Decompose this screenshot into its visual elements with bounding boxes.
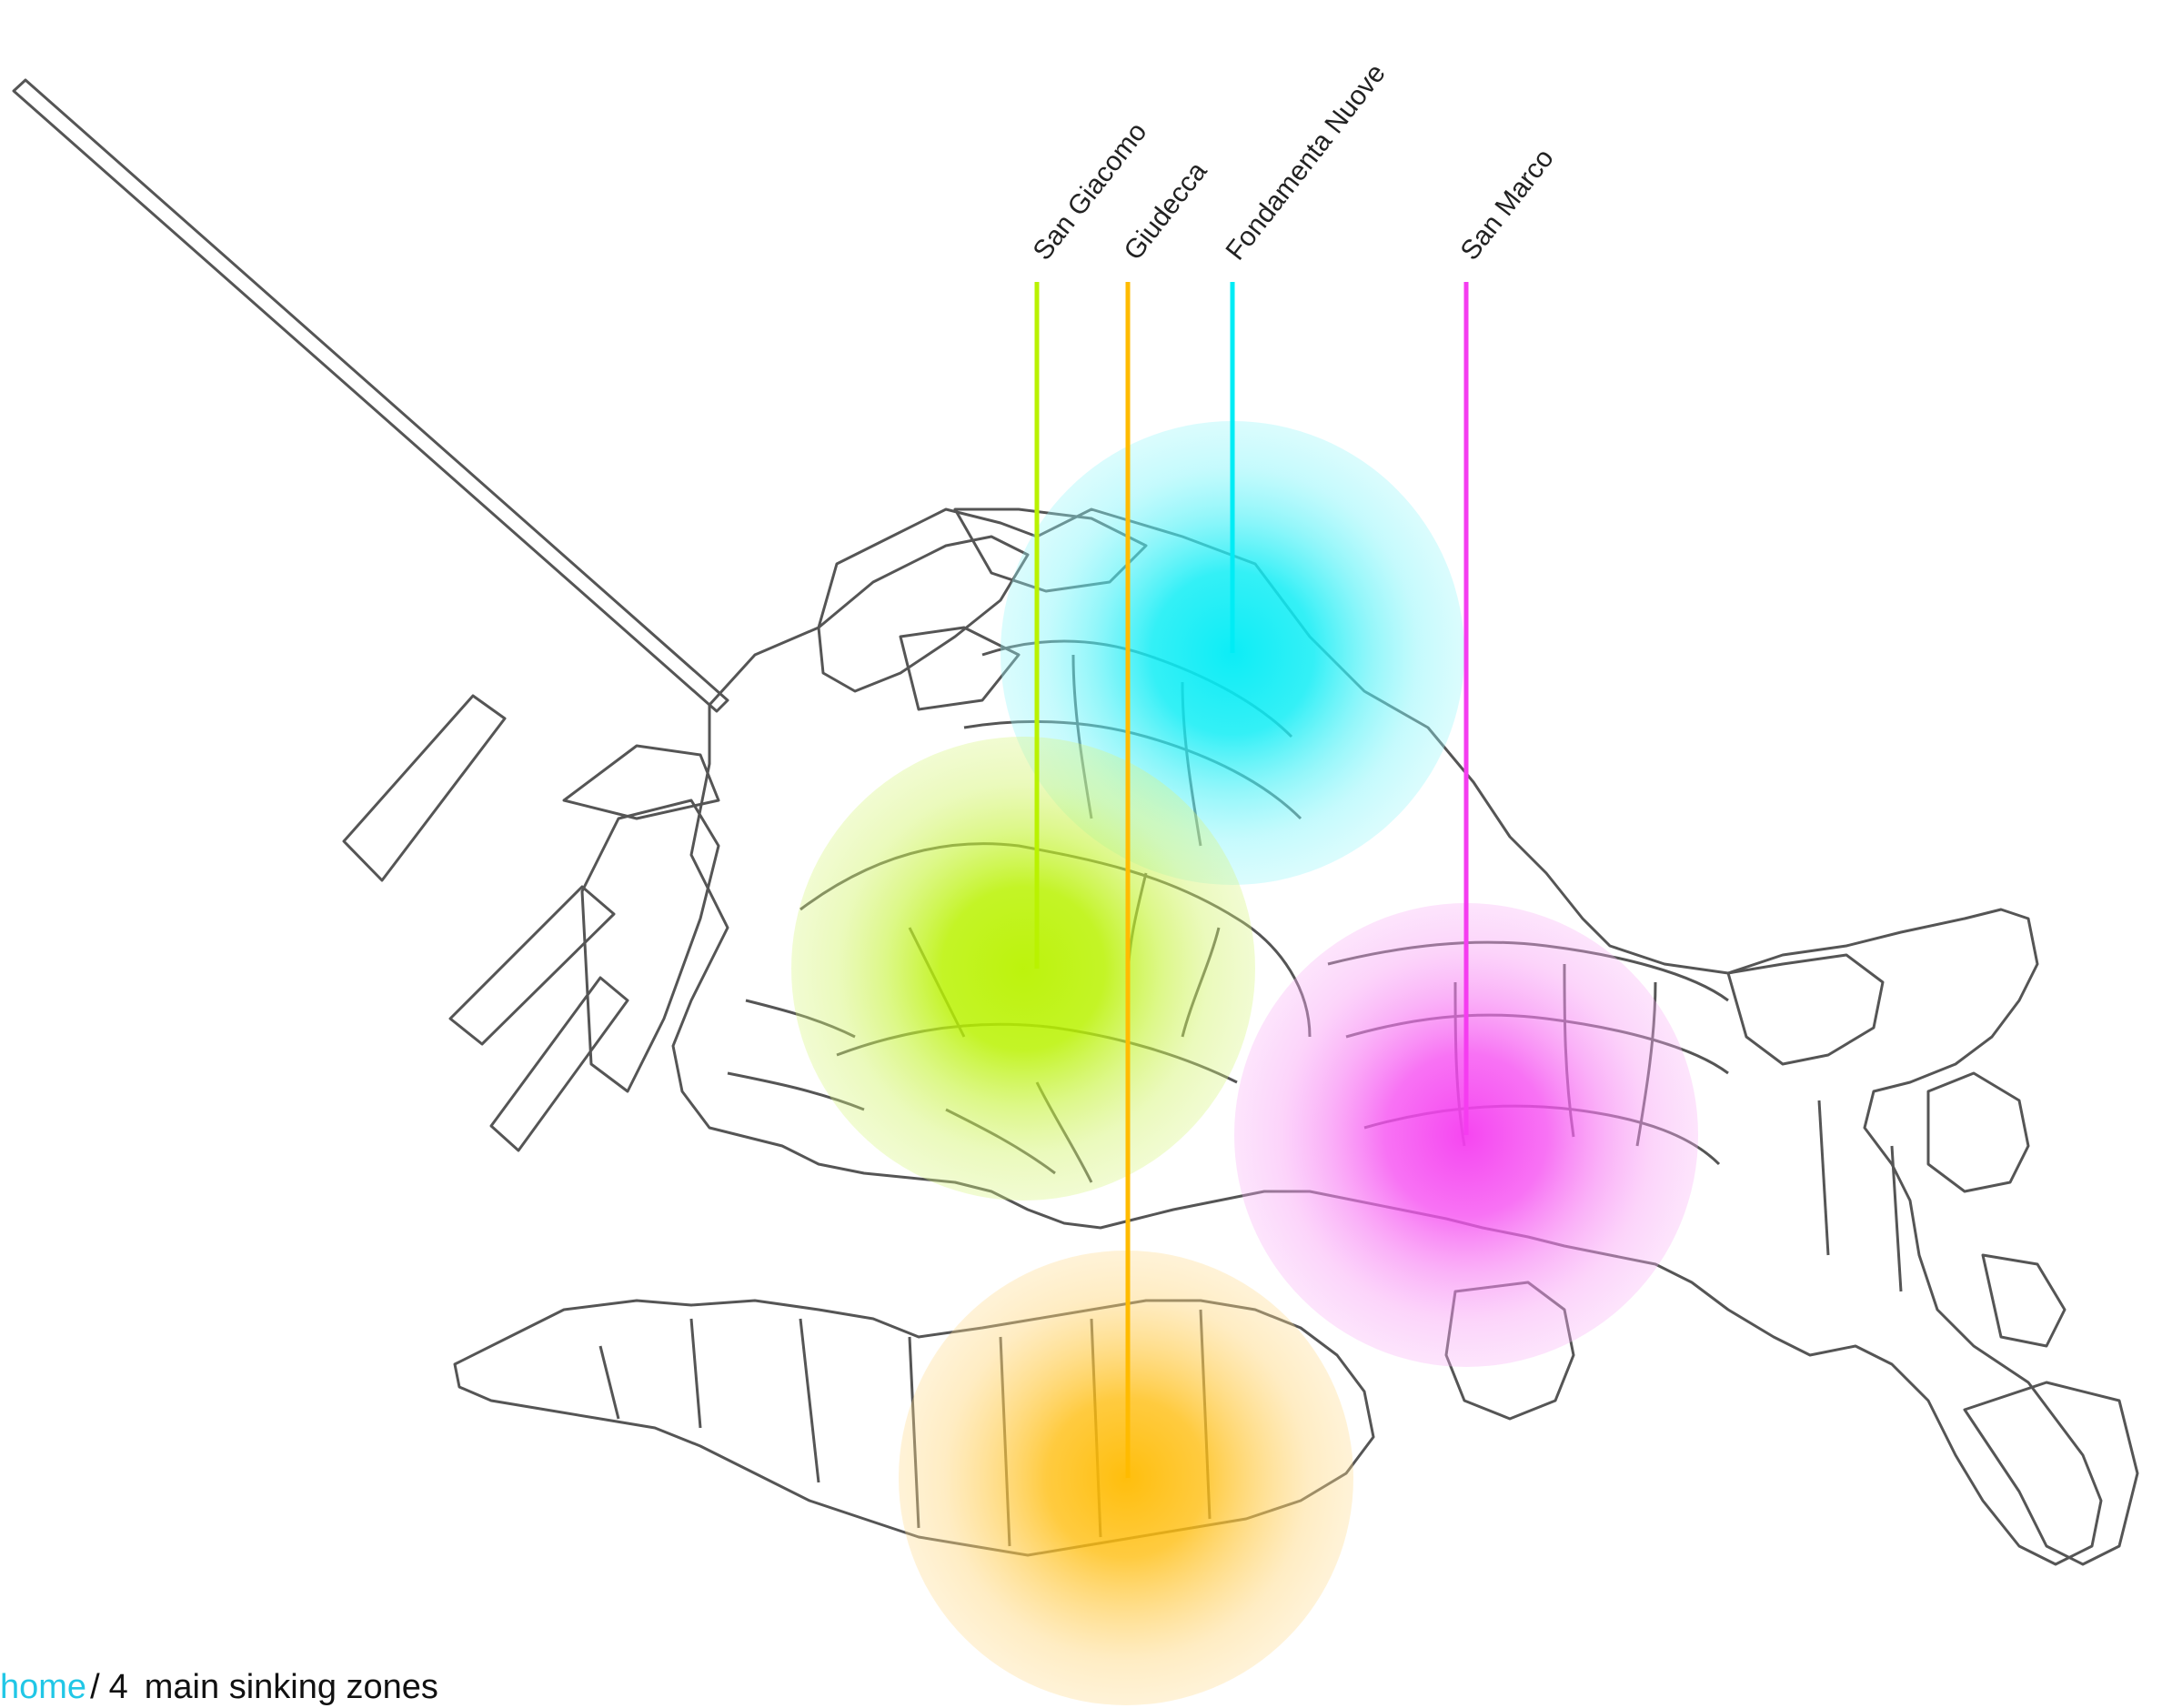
breadcrumb-page-title: main sinking zones xyxy=(144,1668,438,1706)
label-san-marco: San Marco xyxy=(1455,144,1560,266)
breadcrumb: home / 4 main sinking zones xyxy=(0,1668,438,1708)
label-fondamenta-nuove: Fondamenta Nuove xyxy=(1221,58,1392,266)
label-giudecca: Giudecca xyxy=(1119,156,1213,266)
zone-labels: San Giacomo Giudecca Fondamenta Nuove Sa… xyxy=(1028,58,1560,266)
breadcrumb-number: 4 xyxy=(108,1668,128,1706)
zone-leader-lines xyxy=(1034,282,1469,1478)
breadcrumb-home-link[interactable]: home xyxy=(0,1668,87,1706)
venice-map-outline xyxy=(12,78,2139,1566)
breadcrumb-separator: / xyxy=(90,1668,100,1706)
zone-san-giacomo[interactable] xyxy=(791,737,1255,1201)
sinking-zones xyxy=(791,421,1698,1705)
